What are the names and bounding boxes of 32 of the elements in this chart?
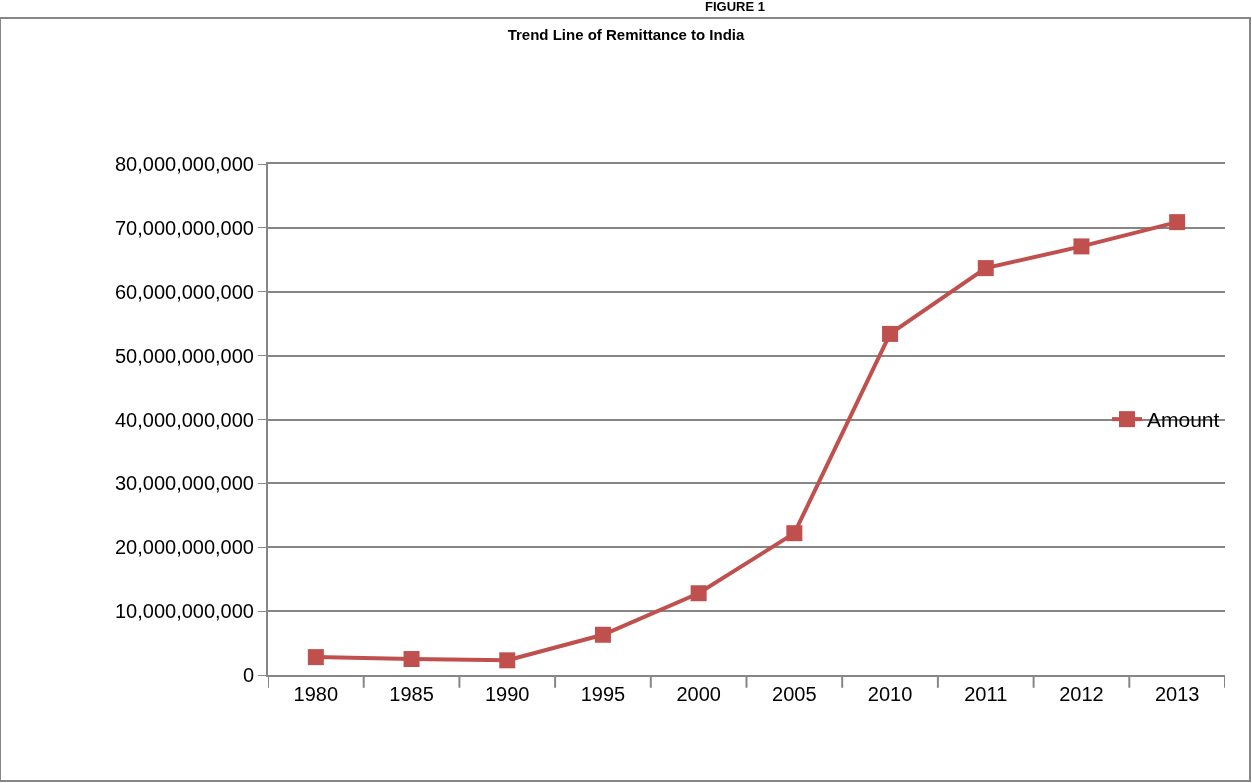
y-tick-label: 40,000,000,000 (114, 408, 254, 431)
point (690, 585, 707, 602)
y-tick-label: 30,000,000,000 (114, 472, 254, 495)
point (1169, 214, 1186, 231)
chart-title: Trend Line of Remittance to India (507, 26, 745, 44)
x-tick-label: 2012 (1059, 683, 1104, 705)
x-tick-label: 1985 (389, 683, 434, 705)
point (499, 652, 516, 669)
x-tick-label: 2005 (772, 683, 817, 705)
x-tick-label: 2010 (867, 683, 913, 705)
y-tick-label: 60,000,000,000 (114, 280, 254, 303)
y-tick-label: 80,000,000,000 (114, 153, 254, 175)
y-tick-label: 20,000,000,000 (114, 536, 254, 559)
point (1073, 238, 1090, 255)
y-tick-label: 0 (242, 664, 254, 686)
x-tick-label: 2013 (1154, 683, 1200, 705)
x-tick-label: 1980 (293, 683, 339, 705)
caption: FIGURE 1 (705, 0, 765, 14)
y-tick-label: 50,000,000,000 (114, 344, 254, 367)
point (786, 525, 803, 542)
point (307, 649, 324, 666)
y-tick-label: 70,000,000,000 (114, 216, 254, 239)
point (594, 626, 611, 643)
legend-label: Amount (1147, 408, 1220, 432)
y-tick-label: 10,000,000,000 (114, 600, 254, 623)
x-tick-label: 2000 (676, 683, 721, 705)
point (977, 260, 994, 277)
point (882, 325, 899, 342)
x-tick-label: 1990 (485, 683, 530, 705)
x-tick-label: 1995 (580, 683, 626, 705)
point (403, 651, 420, 668)
x-tick-label: 2011 (964, 683, 1008, 705)
